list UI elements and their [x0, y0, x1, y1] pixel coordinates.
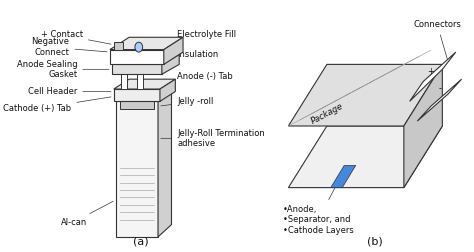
Text: Anode Sealing
Gasket: Anode Sealing Gasket: [17, 60, 109, 79]
Polygon shape: [331, 165, 356, 187]
Polygon shape: [114, 79, 175, 89]
Polygon shape: [158, 89, 172, 237]
Polygon shape: [121, 74, 127, 89]
Text: Negative
Connect: Negative Connect: [31, 38, 107, 57]
Polygon shape: [288, 65, 442, 126]
Polygon shape: [164, 37, 183, 65]
Polygon shape: [410, 52, 456, 101]
Polygon shape: [114, 42, 123, 50]
Circle shape: [135, 42, 143, 52]
Polygon shape: [110, 37, 183, 50]
Text: Cathode (+) Tab: Cathode (+) Tab: [3, 97, 111, 113]
Polygon shape: [119, 101, 154, 109]
Polygon shape: [110, 50, 164, 65]
Polygon shape: [404, 65, 442, 187]
Text: -: -: [439, 84, 442, 93]
Text: Jelly -roll: Jelly -roll: [161, 97, 214, 106]
Text: Insulation: Insulation: [153, 50, 219, 66]
Text: •Anode,
•Separator, and
•Cathode Layers: •Anode, •Separator, and •Cathode Layers: [283, 181, 353, 235]
Text: + Contact: + Contact: [41, 30, 111, 44]
Polygon shape: [116, 89, 172, 101]
Text: Cell Header: Cell Header: [28, 87, 111, 96]
Polygon shape: [116, 101, 158, 237]
Polygon shape: [112, 54, 179, 65]
Polygon shape: [160, 79, 175, 101]
Text: Al-can: Al-can: [61, 201, 113, 227]
Text: Anode (-) Tab: Anode (-) Tab: [153, 72, 233, 84]
Polygon shape: [288, 126, 442, 187]
Text: +: +: [428, 67, 434, 76]
Text: Jelly-Roll Termination
adhesive: Jelly-Roll Termination adhesive: [161, 129, 265, 148]
Polygon shape: [162, 54, 179, 74]
Text: Package: Package: [309, 102, 345, 126]
Text: Connectors: Connectors: [413, 20, 461, 59]
Polygon shape: [417, 79, 462, 121]
Text: Electrolyte Fill: Electrolyte Fill: [153, 30, 237, 47]
Polygon shape: [114, 89, 160, 101]
Polygon shape: [112, 65, 162, 74]
Text: (a): (a): [133, 237, 148, 247]
Polygon shape: [137, 74, 143, 89]
Text: (b): (b): [367, 237, 383, 247]
